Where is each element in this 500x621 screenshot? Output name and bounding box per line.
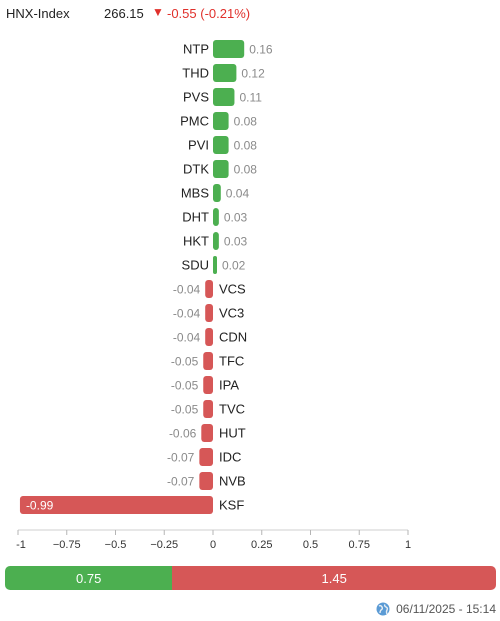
category-label-vc3: VC3 xyxy=(219,306,244,321)
x-tick-label: 1 xyxy=(405,539,411,551)
bar-dht xyxy=(213,208,219,226)
bar-tfc xyxy=(203,352,213,370)
bar-hut xyxy=(201,424,213,442)
positive-segment: 0.75 xyxy=(5,566,173,590)
value-label-cdn: -0.04 xyxy=(173,331,201,345)
value-label-idc: -0.07 xyxy=(167,451,195,465)
bar-cdn xyxy=(205,328,213,346)
value-label-pmc: 0.08 xyxy=(234,115,258,129)
market-breadth-bar: 0.75 1.45 xyxy=(5,566,496,590)
negative-segment-label: 1.45 xyxy=(321,570,347,586)
category-label-nvb: NVB xyxy=(219,474,246,489)
index-name: HNX-Index xyxy=(6,6,70,21)
x-tick-label: 0 xyxy=(210,539,216,551)
bar-ntp xyxy=(213,40,245,58)
contribution-bar-chart: NTP 0.16 THD 0.12 PVS 0.11 PMC 0.08 PVI 0.08 DTK 0.… xyxy=(16,40,411,551)
bar-ipa xyxy=(203,376,213,394)
bar-hkt xyxy=(213,232,219,250)
timestamp: 06/11/2025 - 15:14 xyxy=(396,602,496,616)
category-label-hut: HUT xyxy=(219,426,246,441)
bar-dtk xyxy=(213,160,229,178)
value-label-dtk: 0.08 xyxy=(234,163,258,177)
negative-segment: 1.45 xyxy=(172,566,496,590)
bar-pvs xyxy=(213,88,235,106)
bar-idc xyxy=(199,448,213,466)
category-label-dht: DHT xyxy=(182,210,209,225)
value-label-hkt: 0.03 xyxy=(224,235,248,249)
bar-sdu xyxy=(213,256,217,274)
category-label-vcs: VCS xyxy=(219,282,246,297)
category-label-pmc: PMC xyxy=(180,114,209,129)
category-label-dtk: DTK xyxy=(183,162,209,177)
x-tick-label: −0.5 xyxy=(105,539,127,551)
value-label-hut: -0.06 xyxy=(169,427,197,441)
category-label-idc: IDC xyxy=(219,450,241,465)
bar-vc3 xyxy=(205,304,213,322)
bar-ksf xyxy=(19,496,214,514)
x-tick-label: −0.25 xyxy=(150,539,178,551)
index-header: HNX-Index 266.15 ▼ -0.55 (-0.21%) xyxy=(6,4,486,24)
value-label-vc3: -0.04 xyxy=(173,307,201,321)
category-label-pvi: PVI xyxy=(188,138,209,153)
down-arrow-icon: ▼ xyxy=(152,5,164,19)
bar-mbs xyxy=(213,184,221,202)
x-tick-label: -1 xyxy=(16,539,26,551)
category-label-thd: THD xyxy=(182,66,209,81)
positive-segment-label: 0.75 xyxy=(76,570,102,586)
value-label-ksf: -0.99 xyxy=(26,499,54,513)
value-label-sdu: 0.02 xyxy=(222,259,246,273)
bar-pvi xyxy=(213,136,229,154)
category-label-ntp: NTP xyxy=(183,42,209,57)
globe-icon xyxy=(376,602,390,616)
value-label-nvb: -0.07 xyxy=(167,475,195,489)
bar-nvb xyxy=(199,472,213,490)
value-label-ntp: 0.16 xyxy=(249,43,273,57)
x-tick-label: 0.25 xyxy=(251,539,272,551)
bar-pmc xyxy=(213,112,229,130)
x-tick-label: −0.75 xyxy=(53,539,81,551)
category-label-ksf: KSF xyxy=(219,498,244,513)
category-label-pvs: PVS xyxy=(183,90,209,105)
category-label-ipa: IPA xyxy=(219,378,239,393)
value-label-thd: 0.12 xyxy=(241,67,265,81)
value-label-dht: 0.03 xyxy=(224,211,248,225)
bar-thd xyxy=(213,64,237,82)
value-label-vcs: -0.04 xyxy=(173,283,201,297)
value-label-ipa: -0.05 xyxy=(171,379,199,393)
x-tick-label: 0.5 xyxy=(303,539,318,551)
value-label-tfc: -0.05 xyxy=(171,355,199,369)
x-tick-label: 0.75 xyxy=(349,539,370,551)
category-label-sdu: SDU xyxy=(182,258,209,273)
bar-tvc xyxy=(203,400,213,418)
index-change: -0.55 (-0.21%) xyxy=(167,6,251,21)
category-label-tfc: TFC xyxy=(219,354,244,369)
value-label-pvi: 0.08 xyxy=(234,139,258,153)
bar-vcs xyxy=(205,280,213,298)
value-label-tvc: -0.05 xyxy=(171,403,199,417)
index-value: 266.15 xyxy=(104,6,144,21)
category-label-cdn: CDN xyxy=(219,330,247,345)
value-label-pvs: 0.11 xyxy=(239,91,262,105)
category-label-hkt: HKT xyxy=(183,234,209,249)
value-label-mbs: 0.04 xyxy=(226,187,250,201)
timestamp-footer: 06/11/2025 - 15:14 xyxy=(376,600,496,618)
category-label-mbs: MBS xyxy=(181,186,210,201)
category-label-tvc: TVC xyxy=(219,402,245,417)
